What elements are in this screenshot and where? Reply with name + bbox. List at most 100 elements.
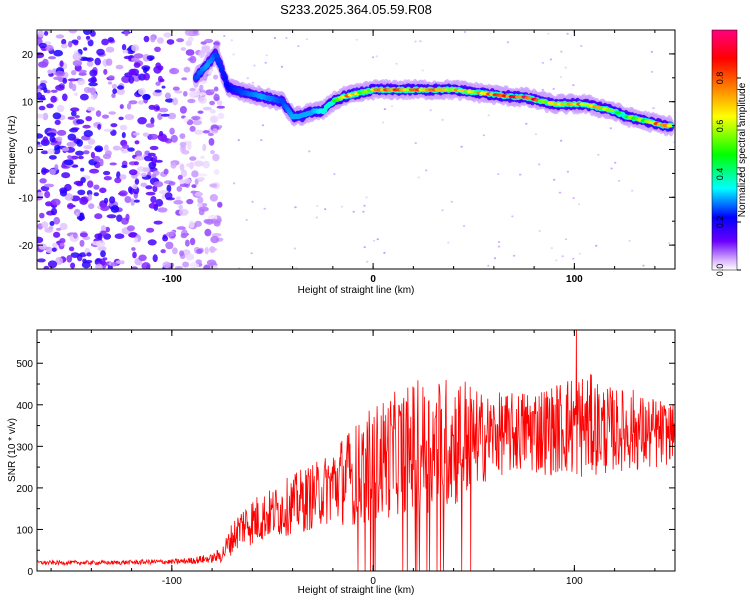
heatmap-cell xyxy=(179,179,185,185)
heatmap-cell xyxy=(207,132,214,137)
heatmap-cell xyxy=(86,252,92,257)
ridge-peak xyxy=(666,124,673,128)
heatmap-cell xyxy=(261,124,265,127)
heatmap-cell xyxy=(564,66,567,69)
heatmap-cell xyxy=(88,82,98,87)
colorbar-tick-label: 0.6 xyxy=(715,120,725,133)
heatmap-cell xyxy=(62,77,68,84)
heatmap-cell xyxy=(77,189,86,196)
heatmap-cell xyxy=(176,186,183,192)
heatmap-cell xyxy=(550,247,553,250)
heatmap-cell xyxy=(110,262,118,267)
heatmap-cell xyxy=(169,67,180,75)
heatmap-cell xyxy=(213,93,220,102)
heatmap-cell xyxy=(89,87,96,95)
heatmap-cell xyxy=(193,160,204,167)
heatmap-cell xyxy=(197,196,204,204)
heatmap-cell xyxy=(212,128,219,134)
heatmap-cell xyxy=(333,173,336,176)
heatmap-cell xyxy=(366,260,369,263)
heatmap-cell xyxy=(170,134,178,143)
heatmap-cell xyxy=(97,123,102,130)
heatmap-cell xyxy=(143,35,150,43)
heatmap-cell xyxy=(101,38,109,46)
heatmap-cell xyxy=(87,180,94,188)
heatmap-cell xyxy=(263,207,266,210)
heatmap-cell xyxy=(145,185,153,190)
heatmap-cell xyxy=(93,192,100,197)
heatmap-cell xyxy=(148,202,157,209)
colorbar: 0.0 0.2 0.4 0.6 0.8 Normalized spectral ampl… xyxy=(711,29,748,276)
heatmap-cell xyxy=(179,183,189,187)
heatmap-cell xyxy=(167,112,177,120)
heatmap-cell xyxy=(49,221,55,226)
heatmap-cell xyxy=(166,184,172,193)
x-tick-label: -100 xyxy=(162,576,182,587)
heatmap-cell xyxy=(94,145,104,153)
heatmap-cell xyxy=(180,47,186,51)
heatmap-cell xyxy=(128,68,137,76)
heatmap-cell xyxy=(203,264,211,269)
heatmap-cell xyxy=(138,87,146,96)
heatmap-cell xyxy=(89,168,100,174)
heatmap-cell xyxy=(352,210,355,213)
heatmap-cell xyxy=(566,170,570,173)
heatmap-cell xyxy=(189,91,197,97)
heatmap-cell xyxy=(204,228,212,237)
heatmap-cell xyxy=(67,202,74,210)
heatmap-cell xyxy=(64,193,74,201)
heatmap-cell xyxy=(154,46,161,52)
heatmap-cell xyxy=(558,191,562,194)
heatmap-cell xyxy=(264,61,267,64)
heatmap-cell xyxy=(70,252,80,258)
heatmap-cell xyxy=(50,207,58,216)
heatmap-cell xyxy=(152,254,158,263)
heatmap-cell xyxy=(363,246,366,249)
heatmap-cell xyxy=(145,191,156,196)
heatmap-cell xyxy=(111,83,118,89)
heatmap-cell xyxy=(61,172,71,179)
heatmap-cell xyxy=(204,38,214,44)
heatmap-cell xyxy=(59,60,64,67)
heatmap-cell xyxy=(549,58,553,61)
heatmap-cell xyxy=(200,155,205,159)
heatmap-cell xyxy=(376,238,379,241)
heatmap-cell xyxy=(194,220,202,227)
heatmap-cell xyxy=(383,108,387,111)
heatmap-cell xyxy=(165,98,175,103)
heatmap-cell xyxy=(103,170,111,176)
heatmap-cell xyxy=(105,226,110,233)
heatmap-cell xyxy=(209,246,216,253)
y-tick-label: 0 xyxy=(27,146,33,157)
heatmap-cell xyxy=(112,145,121,151)
heatmap-cell xyxy=(559,139,563,142)
heatmap-cell xyxy=(174,266,183,269)
heatmap-cell xyxy=(83,145,93,150)
heatmap-cell xyxy=(40,94,46,101)
heatmap-cell xyxy=(375,55,378,58)
heatmap-cell xyxy=(89,69,98,77)
heatmap-cell xyxy=(140,172,147,177)
heatmap-cell xyxy=(112,88,118,94)
snr-series-line xyxy=(37,330,675,571)
heatmap-cell xyxy=(95,240,106,248)
heatmap-cell xyxy=(650,70,654,73)
heatmap-cell xyxy=(52,112,62,120)
heatmap-cell xyxy=(285,37,288,39)
heatmap-cell xyxy=(78,69,87,74)
heatmap-cell xyxy=(59,242,65,247)
heatmap-cell xyxy=(149,145,159,151)
heatmap-cell xyxy=(95,110,102,117)
heatmap-cell xyxy=(185,163,191,167)
heatmap-cell xyxy=(372,239,376,242)
y-tick-label: 10 xyxy=(22,98,34,109)
heatmap-cell xyxy=(172,86,180,91)
heatmap-cell xyxy=(294,206,297,209)
heatmap-cell xyxy=(151,174,157,178)
heatmap-cell xyxy=(419,40,422,43)
heatmap-cell xyxy=(245,218,248,221)
heatmap-cell xyxy=(53,216,61,225)
heatmap-cell xyxy=(363,204,366,207)
x-tick-label: 100 xyxy=(566,576,583,587)
heatmap-cell xyxy=(83,47,88,51)
